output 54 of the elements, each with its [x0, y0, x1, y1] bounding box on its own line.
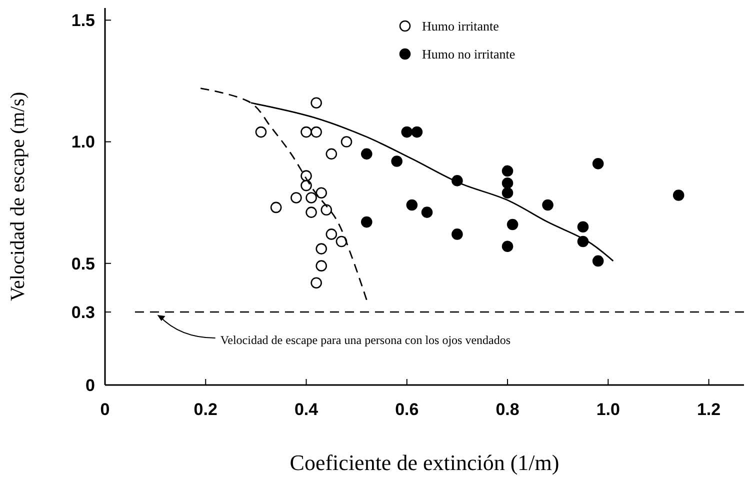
y-tick-label: 0	[86, 376, 95, 395]
point	[300, 170, 312, 182]
point	[452, 228, 463, 240]
point	[506, 218, 518, 230]
y-tick-label: 0.5	[71, 254, 95, 274]
point	[360, 148, 372, 160]
y-tick-label: 1.5	[71, 11, 95, 30]
x-tick-label: 0.2	[194, 400, 218, 419]
point	[310, 97, 322, 109]
x-tick-label: 0.8	[496, 400, 520, 419]
point	[502, 177, 514, 189]
y-tick-label: 0.3	[71, 302, 95, 322]
point	[300, 126, 312, 138]
x-tick-label: 1.0	[596, 400, 620, 419]
x-tick-label: 0.6	[395, 400, 419, 419]
point	[360, 216, 372, 228]
point	[592, 158, 604, 170]
point	[391, 156, 402, 167]
point	[270, 202, 282, 214]
y-axis-title: Velocidad de escape (m/s)	[7, 92, 29, 302]
point	[592, 255, 604, 267]
point	[326, 228, 338, 240]
x-axis-title: Coeficiente de extinción (1/m)	[290, 450, 560, 475]
point	[310, 126, 322, 138]
legend-label: Humo no irritante	[422, 46, 516, 62]
annotation: Velocidad de escape para una persona con los ojos vendados	[220, 333, 511, 348]
point	[316, 243, 328, 254]
x-tick-label: 1.2	[696, 400, 721, 419]
point	[542, 199, 554, 211]
point	[502, 187, 514, 198]
point	[320, 204, 332, 216]
point	[255, 126, 267, 138]
point	[316, 260, 328, 272]
x-tick-label: 0.4	[294, 400, 319, 419]
point	[306, 192, 317, 204]
point	[672, 190, 684, 201]
point	[326, 148, 338, 160]
point	[406, 199, 418, 211]
point	[421, 206, 433, 218]
y-tick-label: 1.0	[71, 132, 95, 152]
point	[336, 236, 348, 248]
point	[300, 180, 312, 192]
point	[310, 277, 322, 288]
point	[401, 126, 413, 138]
point	[502, 240, 514, 252]
x-tick-label: 0	[100, 400, 110, 419]
point	[306, 206, 317, 218]
point	[340, 136, 352, 148]
point	[502, 165, 514, 177]
legend-label: Humo irritante	[422, 18, 500, 34]
point	[411, 126, 423, 138]
point	[290, 192, 302, 204]
point	[577, 221, 589, 233]
point	[316, 187, 328, 198]
